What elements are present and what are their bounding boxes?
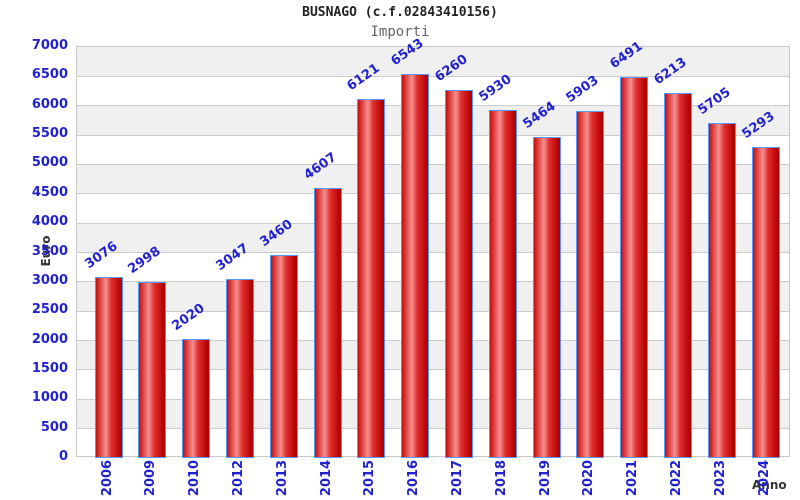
x-tick-label: 2009 xyxy=(143,459,159,497)
y-tick-label: 3500 xyxy=(31,243,68,259)
bar xyxy=(488,109,517,458)
bar xyxy=(663,93,692,458)
bar xyxy=(532,137,561,458)
x-tick-label: 2014 xyxy=(318,459,334,497)
gridline xyxy=(77,310,789,312)
chart-title: BUSNAGO (c.f.02843410156) xyxy=(302,5,498,20)
gridline xyxy=(77,428,789,430)
gridline xyxy=(77,134,789,136)
x-tick-label: 2016 xyxy=(406,459,422,497)
x-tick-label: 2023 xyxy=(712,459,728,497)
bar xyxy=(620,76,649,458)
y-tick-label: 5000 xyxy=(31,155,68,171)
chart-subtitle: Importi xyxy=(370,24,430,40)
y-tick-label: 3000 xyxy=(31,272,68,288)
x-axis-title: Anno xyxy=(752,478,787,492)
bar xyxy=(94,277,123,458)
y-tick-label: 4500 xyxy=(31,184,68,200)
bar xyxy=(357,98,386,458)
x-tick-label: 2024 xyxy=(756,459,772,497)
x-tick-label: 2019 xyxy=(537,459,553,497)
y-tick-label: 500 xyxy=(40,419,68,435)
gridline xyxy=(77,105,789,107)
x-tick-label: 2012 xyxy=(230,459,246,497)
bar xyxy=(313,187,342,458)
x-tick-label: 2010 xyxy=(187,459,203,497)
x-tick-label: 2006 xyxy=(99,459,115,497)
bar xyxy=(269,254,298,458)
y-tick-label: 2500 xyxy=(31,302,68,318)
bar xyxy=(182,339,211,458)
gridline xyxy=(77,281,789,283)
gridline xyxy=(77,398,789,400)
gridline xyxy=(77,163,789,165)
x-tick-label: 2020 xyxy=(581,459,597,497)
gridline xyxy=(77,193,789,195)
x-tick-label: 2013 xyxy=(274,459,290,497)
y-tick-label: 7000 xyxy=(31,38,68,53)
x-tick-label: 2017 xyxy=(449,459,465,497)
plot-area xyxy=(76,46,790,458)
bar xyxy=(751,147,780,458)
bar xyxy=(225,279,254,458)
gridline xyxy=(77,340,789,342)
bar xyxy=(576,111,605,458)
bar xyxy=(444,90,473,458)
bar xyxy=(138,281,167,458)
gridline xyxy=(77,222,789,224)
y-tick-label: 5500 xyxy=(31,126,68,142)
gridline xyxy=(77,75,789,77)
bar xyxy=(707,123,736,458)
x-tick-label: 2018 xyxy=(493,459,509,497)
y-tick-label: 1000 xyxy=(31,390,68,406)
bar xyxy=(401,73,430,458)
y-tick-label: 4000 xyxy=(31,214,68,230)
y-tick-label: 1500 xyxy=(31,360,68,376)
y-tick-label: 0 xyxy=(58,449,68,464)
gridline xyxy=(77,369,789,371)
plot-band xyxy=(77,47,789,77)
y-tick-label: 2000 xyxy=(31,331,68,347)
gridline xyxy=(77,252,789,253)
x-tick-label: 2015 xyxy=(362,459,378,497)
x-tick-label: 2022 xyxy=(668,459,684,497)
y-tick-label: 6000 xyxy=(31,96,68,112)
y-tick-label: 6500 xyxy=(31,67,68,83)
x-tick-label: 2021 xyxy=(625,459,641,497)
